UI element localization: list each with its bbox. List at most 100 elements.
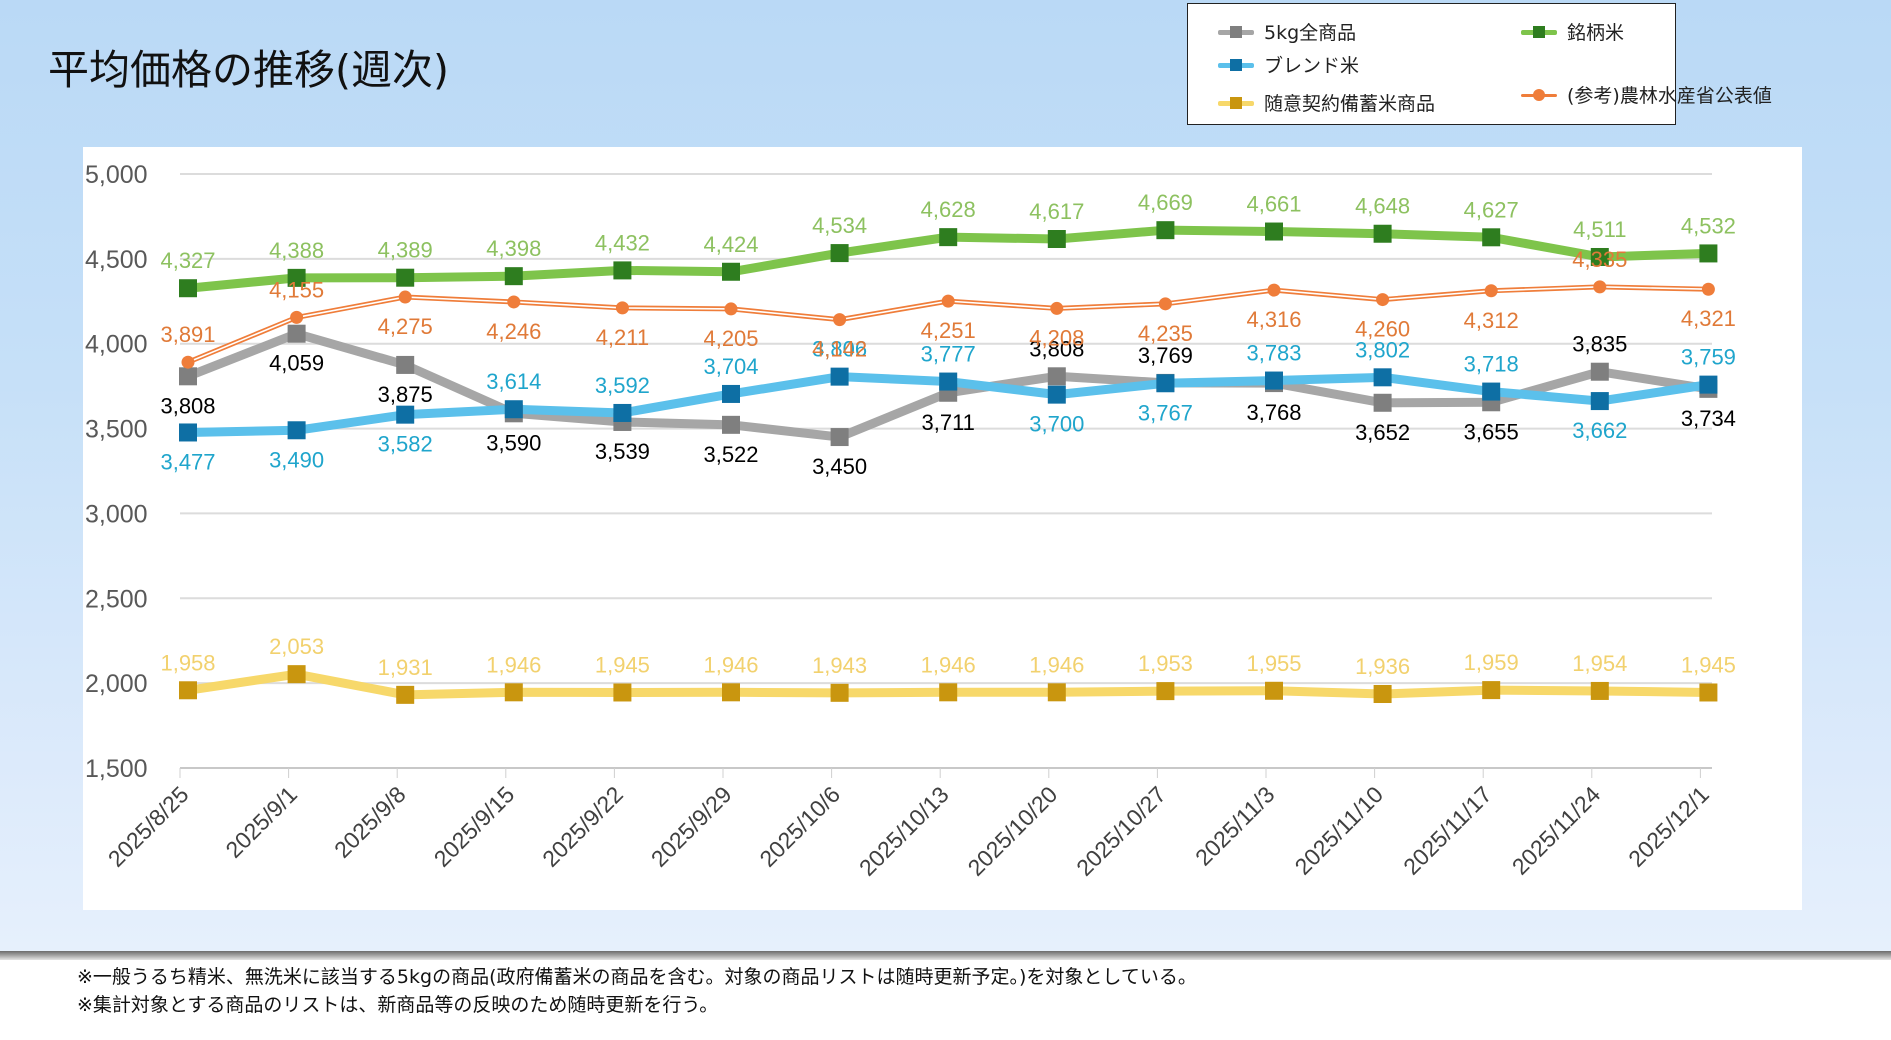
data-label-maff: 4,312 xyxy=(1464,308,1519,333)
data-point-maff xyxy=(1376,293,1390,307)
data-label-blend: 3,783 xyxy=(1246,341,1301,366)
y-tick-label: 4,000 xyxy=(85,331,148,359)
data-label-blend: 3,718 xyxy=(1464,352,1519,377)
data-point-reserve xyxy=(1590,681,1609,700)
data-label-maff: 4,321 xyxy=(1681,306,1736,331)
y-tick-label: 4,500 xyxy=(85,246,148,274)
data-label-all5kg: 3,808 xyxy=(1029,336,1084,361)
data-point-all5kg xyxy=(396,355,415,374)
data-point-maff xyxy=(507,295,521,309)
data-label-maff: 4,335 xyxy=(1572,247,1627,272)
data-point-reserve xyxy=(287,665,306,684)
data-label-reserve: 1,953 xyxy=(1138,651,1193,676)
data-label-blend: 3,592 xyxy=(595,373,650,398)
data-label-maff: 4,205 xyxy=(703,326,758,351)
data-point-blend xyxy=(613,403,632,422)
data-point-reserve xyxy=(1373,685,1392,704)
data-point-maff xyxy=(833,313,847,327)
data-label-brand: 4,398 xyxy=(486,236,541,261)
legend-label: (参考)農林水産省公表値 xyxy=(1567,85,1772,107)
data-label-maff: 4,235 xyxy=(1138,321,1193,346)
x-tick-label: 2025/9/1 xyxy=(220,781,302,863)
data-point-brand xyxy=(504,267,523,286)
data-label-reserve: 1,946 xyxy=(703,652,758,677)
data-point-maff xyxy=(1484,284,1498,298)
data-point-reserve xyxy=(1482,681,1501,700)
data-point-maff xyxy=(1050,301,1064,315)
data-point-maff xyxy=(615,301,629,315)
data-point-blend xyxy=(1482,382,1501,401)
data-label-reserve: 1,954 xyxy=(1572,651,1627,676)
x-tick-label: 2025/10/20 xyxy=(963,781,1063,881)
y-tick-label: 3,500 xyxy=(85,416,148,444)
data-point-reserve xyxy=(1156,682,1175,701)
data-label-maff: 3,891 xyxy=(160,322,215,347)
data-label-all5kg: 3,450 xyxy=(812,454,867,479)
y-tick-label: 2,500 xyxy=(85,585,148,613)
data-point-blend xyxy=(504,400,523,419)
data-label-reserve: 1,946 xyxy=(921,652,976,677)
data-point-blend xyxy=(722,384,740,403)
data-point-blend xyxy=(179,423,197,442)
x-tick-label: 2025/11/10 xyxy=(1290,781,1389,880)
data-label-maff: 4,316 xyxy=(1246,307,1301,332)
data-label-blend: 3,806 xyxy=(812,337,867,362)
y-tick-label: 1,500 xyxy=(85,755,148,783)
data-label-brand: 4,617 xyxy=(1029,199,1084,224)
data-label-all5kg: 3,769 xyxy=(1138,343,1193,368)
data-label-blend: 3,767 xyxy=(1138,400,1193,425)
data-point-all5kg xyxy=(1373,393,1392,412)
x-tick-label: 2025/9/22 xyxy=(537,781,628,872)
legend-swatch-icon xyxy=(1218,25,1254,39)
data-label-brand: 4,389 xyxy=(378,238,433,263)
data-label-reserve: 1,945 xyxy=(1681,652,1736,677)
data-label-brand: 4,532 xyxy=(1681,213,1736,238)
data-point-blend xyxy=(396,405,415,424)
data-point-all5kg xyxy=(1047,367,1066,386)
data-point-blend xyxy=(1047,385,1066,404)
data-label-all5kg: 3,808 xyxy=(160,393,215,418)
data-label-all5kg: 3,768 xyxy=(1246,400,1301,425)
data-label-blend: 3,777 xyxy=(921,342,976,367)
legend-item-reserve: 随意契約備蓄米商品 xyxy=(1218,89,1435,116)
legend-label: ブレンド米 xyxy=(1264,55,1360,77)
data-label-all5kg: 3,875 xyxy=(378,382,433,407)
data-point-maff xyxy=(724,302,738,316)
data-label-reserve: 1,946 xyxy=(486,652,541,677)
data-label-reserve: 1,943 xyxy=(812,653,867,678)
data-point-blend xyxy=(1699,375,1718,394)
data-label-all5kg: 3,522 xyxy=(703,442,758,467)
data-label-maff: 4,251 xyxy=(921,318,976,343)
data-label-all5kg: 3,652 xyxy=(1355,420,1410,445)
data-point-reserve xyxy=(1047,683,1066,702)
data-label-brand: 4,627 xyxy=(1464,197,1519,222)
data-point-brand xyxy=(722,262,740,281)
data-point-brand xyxy=(1156,221,1175,240)
data-point-brand xyxy=(1482,228,1501,247)
data-label-blend: 3,582 xyxy=(378,432,433,457)
data-point-maff xyxy=(1267,283,1281,297)
data-label-all5kg: 3,835 xyxy=(1572,332,1627,357)
x-tick-label: 2025/11/17 xyxy=(1398,781,1497,880)
chart-panel: 1,500 2,000 2,500 3,000 3,500 4,000 4,500 5,000… xyxy=(83,147,1802,910)
data-point-brand xyxy=(1373,224,1392,243)
data-point-blend xyxy=(1156,374,1175,393)
x-tick-label: 2025/9/8 xyxy=(329,781,411,863)
x-tick-label: 2025/10/13 xyxy=(854,781,954,881)
legend-swatch-icon xyxy=(1521,25,1557,39)
data-label-blend: 3,490 xyxy=(269,447,324,472)
data-point-maff xyxy=(290,310,304,324)
data-label-brand: 4,669 xyxy=(1138,190,1193,215)
x-tick-label: 2025/9/29 xyxy=(646,781,737,872)
data-label-reserve: 1,945 xyxy=(595,652,650,677)
data-point-all5kg xyxy=(287,324,306,343)
data-point-blend xyxy=(1265,371,1283,390)
data-point-all5kg xyxy=(830,428,849,447)
data-label-reserve: 1,936 xyxy=(1355,654,1410,679)
data-label-all5kg: 3,711 xyxy=(921,410,974,435)
chart-legend: 5kg全商品 銘柄米 ブレンド米 随意契約備蓄米商品 (参考)農林水産省公表値 xyxy=(1187,3,1772,125)
data-point-all5kg xyxy=(722,415,740,434)
data-label-maff: 4,211 xyxy=(596,325,649,350)
data-point-all5kg xyxy=(179,367,197,386)
legend-swatch-icon xyxy=(1521,88,1557,102)
